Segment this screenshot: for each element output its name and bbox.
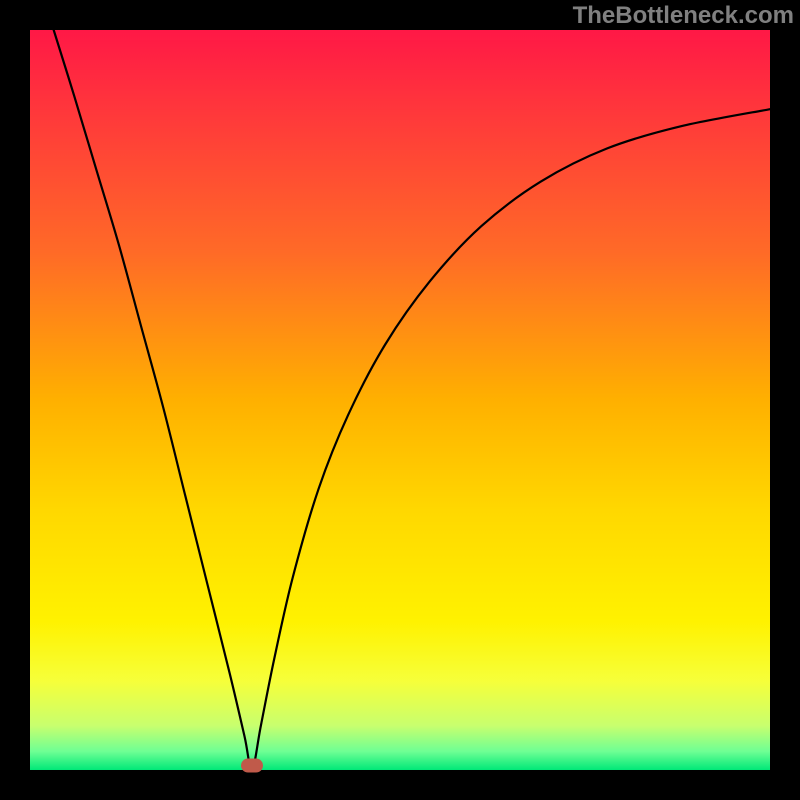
chart-svg [0,0,800,800]
chart-frame: TheBottleneck.com [0,0,800,800]
minimum-marker [241,759,263,773]
watermark-text: TheBottleneck.com [573,2,794,30]
plot-area [30,30,770,770]
